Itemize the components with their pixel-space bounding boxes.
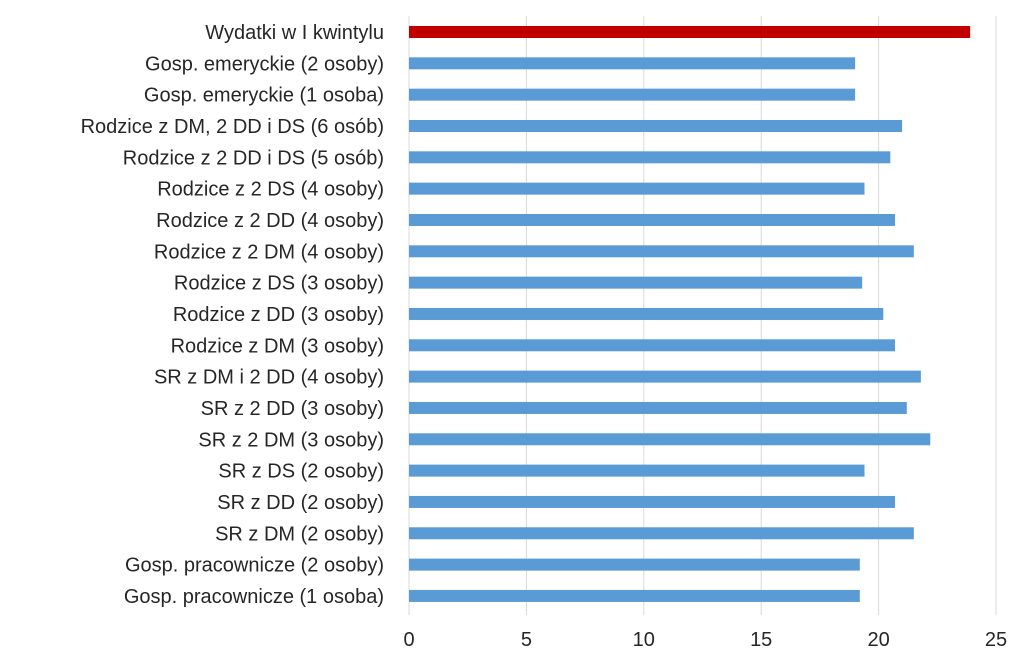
x-tick-label: 10 — [633, 629, 655, 650]
category-label: Gosp. pracownicze (2 osoby) — [125, 555, 384, 577]
bar — [409, 589, 860, 602]
category-label: Rodzice z 2 DS (4 osoby) — [157, 179, 384, 201]
category-label: Gosp. pracownicze (1 osoba) — [124, 586, 384, 608]
bar — [409, 401, 907, 414]
category-label: SR z 2 DD (3 osoby) — [201, 398, 384, 420]
category-label: Rodzice z DM, 2 DD i DS (6 osób) — [81, 116, 384, 138]
category-label: Rodzice z DS (3 osoby) — [174, 273, 384, 295]
bar — [409, 370, 921, 383]
x-tick-label: 20 — [867, 629, 889, 650]
bar — [409, 276, 863, 289]
bar — [409, 527, 914, 540]
bar-highlight — [409, 26, 971, 38]
x-tick-label: 15 — [750, 629, 772, 650]
category-label: Gosp. emeryckie (1 osoba) — [144, 85, 384, 107]
category-label: Rodzice z DM (3 osoby) — [171, 335, 384, 357]
bar — [409, 433, 931, 446]
bar — [409, 182, 865, 195]
bar — [409, 464, 865, 477]
bar — [409, 213, 896, 226]
bar — [409, 57, 856, 70]
bar — [409, 339, 896, 352]
bar — [409, 151, 891, 164]
bar — [409, 558, 860, 571]
x-axis-ticks: 0 5 10 15 20 25 — [403, 629, 1007, 651]
category-label: Rodzice z 2 DD i DS (5 osób) — [123, 147, 384, 169]
bar — [409, 88, 856, 101]
category-label: SR z DD (2 osoby) — [217, 492, 384, 514]
category-label: SR z DM i 2 DD (4 osoby) — [154, 367, 384, 389]
bar — [409, 495, 896, 508]
category-label: SR z DM (2 osoby) — [215, 523, 384, 545]
bar — [409, 119, 903, 132]
category-label: Rodzice z DD (3 osoby) — [173, 304, 384, 326]
bar — [409, 245, 914, 258]
category-label: SR z DS (2 osoby) — [218, 461, 384, 483]
x-tick-label: 0 — [403, 629, 414, 650]
bar-layer — [409, 26, 971, 602]
category-label: Gosp. emeryckie (2 osoby) — [145, 53, 384, 75]
x-tick-label: 25 — [985, 629, 1007, 650]
category-label: SR z 2 DM (3 osoby) — [198, 429, 384, 451]
category-label: Wydatki w I kwintylu — [205, 22, 384, 44]
category-label: Rodzice z 2 DD (4 osoby) — [156, 210, 384, 232]
category-label: Rodzice z 2 DM (4 osoby) — [154, 241, 384, 263]
category-labels: Wydatki w I kwintylu Gosp. emeryckie (2 o… — [81, 22, 384, 608]
x-tick-label: 5 — [521, 629, 532, 650]
bar — [409, 307, 884, 320]
